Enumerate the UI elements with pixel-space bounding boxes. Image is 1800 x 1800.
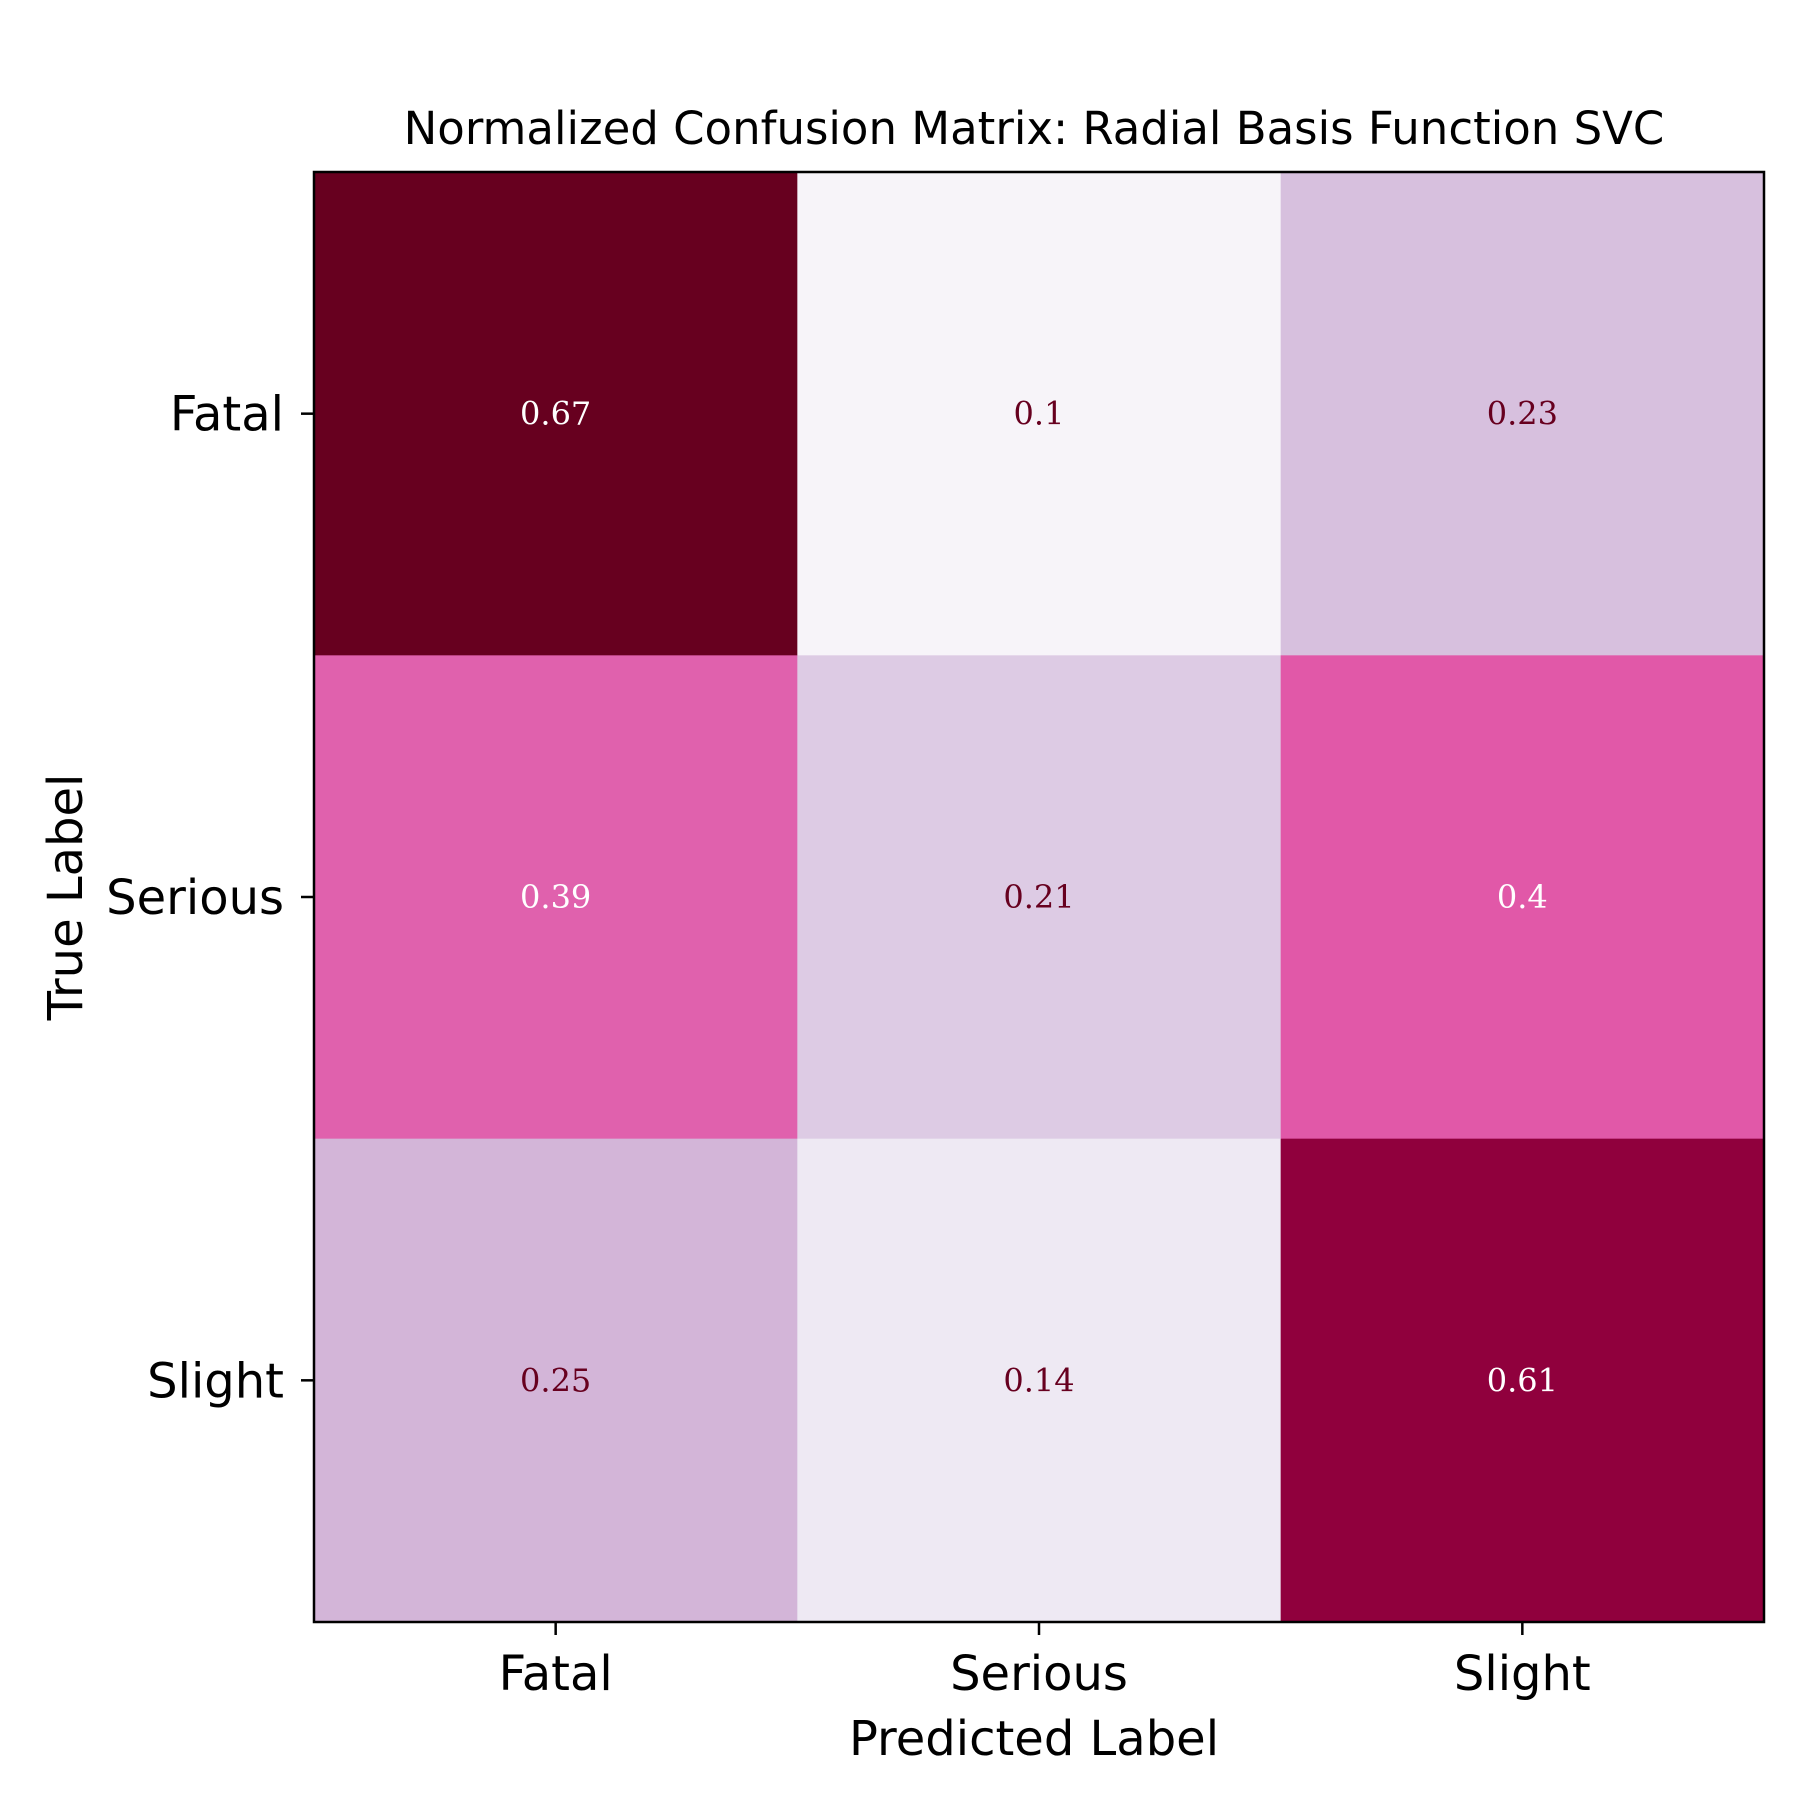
heatmap-cell-labels: 0.67 0.1 0.23 0.39 0.21 0.4 0.25 0.14 0.61: [520, 395, 1558, 1400]
cell-value-label: 0.25: [520, 1361, 591, 1399]
cell-value-label: 0.39: [520, 878, 591, 916]
heatmap-cell: [1280, 655, 1765, 1140]
x-axis-label: Predicted Label: [849, 1711, 1219, 1767]
x-tick-label: Slight: [1454, 1646, 1591, 1702]
heatmap-cell: [1280, 172, 1765, 656]
cell-value-label: 0.1: [1014, 395, 1065, 433]
cell-value-label: 0.21: [1003, 878, 1074, 916]
y-axis-label: True Label: [38, 774, 94, 1022]
heatmap-cell: [797, 172, 1282, 656]
heatmap-cell: [797, 1138, 1282, 1623]
cell-value-label: 0.4: [1497, 878, 1548, 916]
cell-value-label: 0.67: [520, 395, 591, 433]
y-tick-label: Slight: [147, 1353, 284, 1409]
heatmap-cell: [314, 1138, 798, 1623]
x-tick-label: Serious: [950, 1646, 1128, 1702]
cell-value-label: 0.61: [1487, 1361, 1558, 1399]
heatmap-cell: [1280, 1138, 1765, 1623]
y-tick-label: Serious: [106, 870, 284, 926]
y-tick-label: Fatal: [170, 387, 284, 443]
x-axis-ticks: Fatal Serious Slight: [499, 1622, 1591, 1702]
cell-value-label: 0.23: [1487, 395, 1558, 433]
y-axis-ticks: Fatal Serious Slight: [106, 387, 314, 1409]
cell-value-label: 0.14: [1003, 1361, 1074, 1399]
heatmap-cell: [314, 172, 798, 656]
x-tick-label: Fatal: [499, 1646, 613, 1702]
heatmap-cell: [797, 655, 1282, 1140]
heatmap-cells: [314, 172, 1765, 1623]
heatmap-cell: [314, 655, 798, 1140]
chart-title: Normalized Confusion Matrix: Radial Basi…: [404, 102, 1665, 155]
